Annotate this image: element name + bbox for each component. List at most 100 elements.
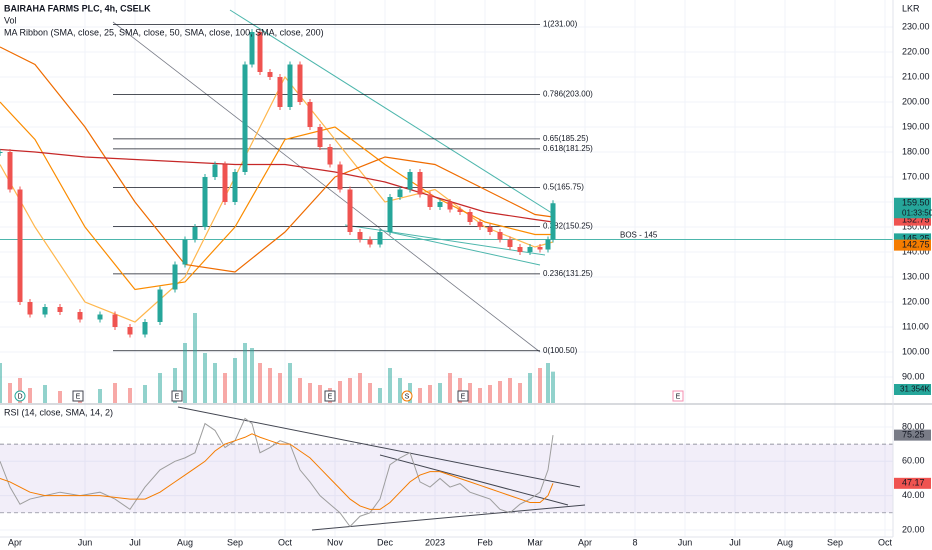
x-tick-label: Aug <box>177 537 193 547</box>
price-badge-label: 145.25 <box>902 233 930 243</box>
price-badge-label: 152.75 <box>902 215 930 225</box>
x-tick-label: Mar <box>527 537 543 547</box>
x-tick-label: Feb <box>477 537 493 547</box>
indicator-label: MA Ribbon (SMA, close, 25, SMA, close, 5… <box>4 27 324 37</box>
event-label: E <box>76 393 81 400</box>
fib-label: 1(231.00) <box>543 20 578 29</box>
candle <box>257 32 263 72</box>
candle <box>487 227 493 232</box>
candle <box>112 314 118 327</box>
volume-bar <box>143 385 147 403</box>
y-tick-label: 60.00 <box>902 456 925 466</box>
y-tick-label: 200.00 <box>902 96 930 106</box>
candle <box>172 264 178 290</box>
ma-line <box>0 148 554 223</box>
price-badge <box>894 233 931 245</box>
ma-line <box>0 75 554 323</box>
event-marker <box>401 390 413 402</box>
volume-bar <box>8 383 12 403</box>
candle <box>232 172 238 202</box>
price-badge <box>894 239 931 251</box>
event-label: E <box>328 393 333 400</box>
y-tick-label: 130.00 <box>902 271 930 281</box>
candle <box>0 152 3 153</box>
event-label: E <box>175 393 180 400</box>
candle <box>397 189 403 197</box>
candle <box>57 307 63 312</box>
price-badge <box>894 477 931 489</box>
x-tick-label: Apr <box>8 537 22 547</box>
event-marker <box>457 390 469 402</box>
candle <box>507 239 513 247</box>
candle <box>7 152 13 190</box>
candle <box>42 307 48 315</box>
y-tick-label: 80.00 <box>902 421 925 431</box>
volume-bar <box>288 363 292 403</box>
volume-bar <box>488 385 492 403</box>
event-marker <box>14 390 26 402</box>
y-tick-label: 150.00 <box>902 221 930 231</box>
candle <box>367 239 373 245</box>
volume-bar <box>518 383 522 403</box>
candle <box>337 164 343 190</box>
trendline <box>379 229 541 266</box>
volume-bar <box>358 373 362 403</box>
grid <box>0 0 893 537</box>
trendline <box>311 504 586 531</box>
candle <box>307 102 313 127</box>
x-tick-label: Sep <box>227 537 243 547</box>
price-badge <box>894 429 931 441</box>
candle <box>447 202 453 210</box>
event-marker <box>171 390 183 402</box>
volume-bar <box>538 368 542 403</box>
y-tick-label: 120.00 <box>902 296 930 306</box>
candle <box>127 327 133 335</box>
volume-bar <box>428 385 432 403</box>
price-badge <box>894 197 931 209</box>
candle <box>387 197 393 232</box>
x-tick-label: Sep <box>827 537 843 547</box>
candle <box>550 203 556 240</box>
volume-badge-label: 31.354K <box>900 385 930 394</box>
candle <box>347 189 353 232</box>
volume-bar <box>268 368 272 403</box>
candle <box>192 227 198 240</box>
labels: BAIRAHA FARMS PLC, 4h, CSELK Vol MA Ribb… <box>4 3 932 547</box>
y-tick-label: 210.00 <box>902 71 930 81</box>
countdown-badge <box>894 208 931 219</box>
price-badge-label: 75.25 <box>902 429 925 439</box>
y-tick-label: 220.00 <box>902 46 930 56</box>
x-tick-label: Jun <box>678 537 693 547</box>
candle <box>327 147 333 165</box>
candle <box>537 247 543 250</box>
fib-label: 0.786(203.00) <box>543 90 593 99</box>
trendline <box>177 406 581 488</box>
y-tick-label: 140.00 <box>902 246 930 256</box>
candle <box>437 202 443 207</box>
fib-label: 0.618(181.25) <box>543 144 593 153</box>
volume-bar <box>0 363 2 403</box>
x-tick-label: Apr <box>578 537 592 547</box>
volume-bar <box>368 383 372 403</box>
volume-bar <box>546 363 550 403</box>
rsi-title: RSI (14, close, SMA, 14, 2) <box>4 407 113 417</box>
price-badge-label: 142.75 <box>902 240 930 250</box>
candle <box>267 72 273 77</box>
fib-label: 0.65(185.25) <box>543 134 589 143</box>
y-tick-label: 100.00 <box>902 346 930 356</box>
candle <box>142 322 148 335</box>
x-tick-label: Jun <box>78 537 93 547</box>
x-tick-label: Aug <box>777 537 793 547</box>
y-tick-label: 230.00 <box>902 21 930 31</box>
currency: LKR <box>902 3 920 13</box>
volume-bar <box>468 383 472 403</box>
volume-bar <box>278 373 282 403</box>
indicator-label: Vol <box>4 15 17 25</box>
candle <box>242 64 248 172</box>
candle <box>517 247 523 252</box>
ma-line <box>0 46 554 273</box>
price-badge-label: 159.50 <box>902 198 930 208</box>
y-tick-label: 190.00 <box>902 121 930 131</box>
